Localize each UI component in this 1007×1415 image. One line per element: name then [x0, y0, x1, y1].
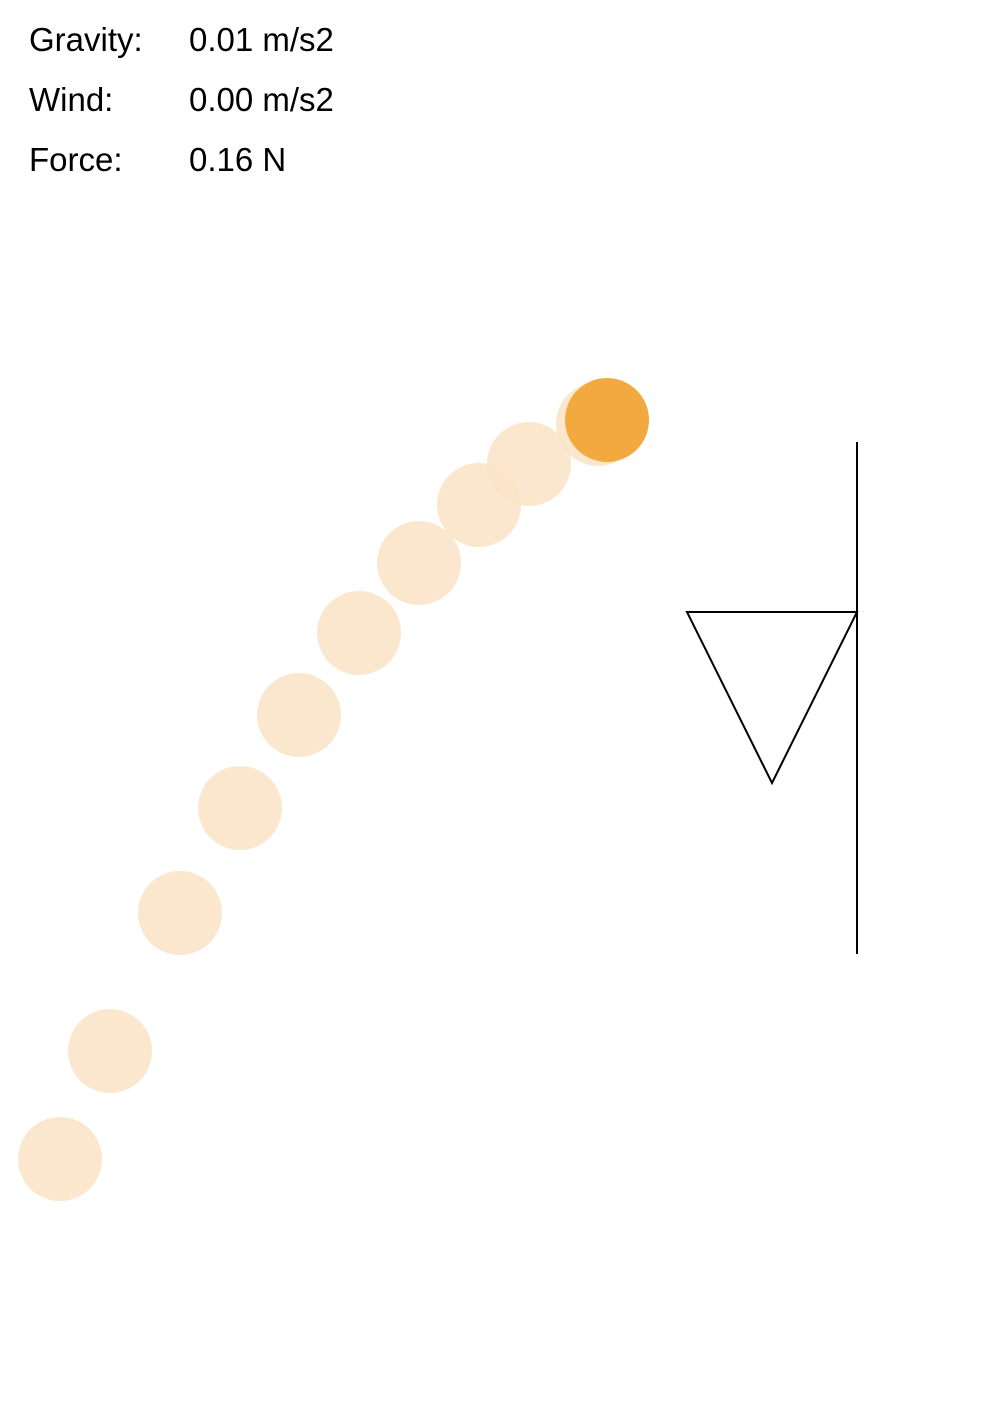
- ball-trail-ghost: [257, 673, 341, 757]
- force-value: 0.16 N: [189, 141, 287, 178]
- force-label: Force:: [29, 141, 123, 178]
- gravity-value: 0.01 m/s2: [189, 21, 334, 58]
- wind-stat: Wind: 0.00 m/s2: [29, 78, 334, 138]
- ball-trail-ghost: [18, 1117, 102, 1201]
- gravity-label: Gravity:: [29, 21, 143, 58]
- hoop-icon: [685, 442, 859, 954]
- ball-trail-ghost: [198, 766, 282, 850]
- gravity-stat: Gravity: 0.01 m/s2: [29, 18, 334, 78]
- force-stat: Force: 0.16 N: [29, 138, 334, 198]
- wind-value: 0.00 m/s2: [189, 81, 334, 118]
- ball-trail-ghost: [68, 1009, 152, 1093]
- hoop-net: [685, 611, 859, 786]
- ball-trail-ghost: [138, 871, 222, 955]
- physics-stats-panel: Gravity: 0.01 m/s2 Wind: 0.00 m/s2 Force: 0…: [29, 18, 334, 198]
- ball-trail-ghost: [377, 521, 461, 605]
- ball-trail: [18, 382, 640, 1201]
- ball-trail-ghost: [317, 591, 401, 675]
- ball-icon[interactable]: [565, 378, 649, 462]
- wind-label: Wind:: [29, 81, 114, 118]
- ball-trail-ghost: [487, 422, 571, 506]
